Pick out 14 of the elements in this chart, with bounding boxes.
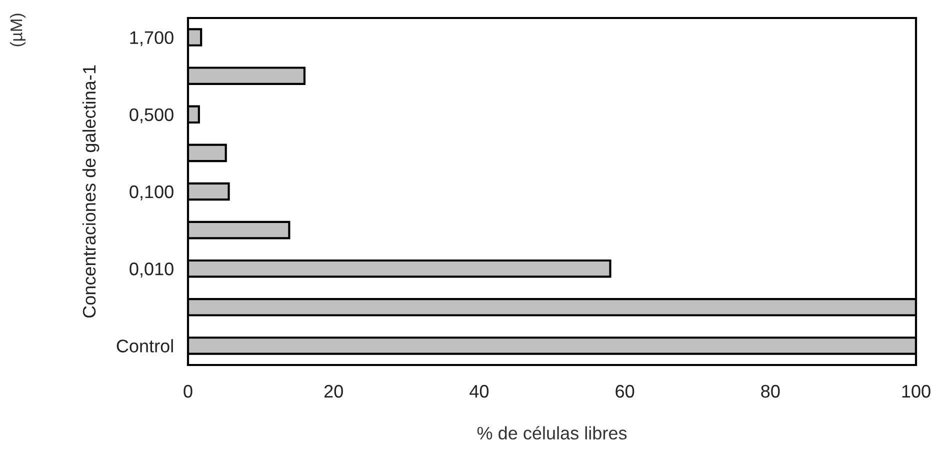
- x-tick-label: 0: [184, 384, 192, 398]
- x-tick-label: 100: [902, 384, 930, 398]
- y-axis-title: Concentraciones de galectina-1: [82, 65, 100, 318]
- x-tick-label: 20: [324, 384, 343, 398]
- x-axis-title: % de células libres: [477, 426, 627, 440]
- x-tick-label: 80: [761, 384, 780, 398]
- text: (µM): [10, 14, 26, 46]
- y-tick-label: 0,010: [130, 262, 174, 278]
- y-tick-label: Control: [116, 339, 173, 352]
- y-tick-label: 1,700: [130, 31, 174, 46]
- y-tick-label: 0,500: [130, 108, 174, 124]
- x-tick-label: 40: [470, 384, 489, 398]
- x-tick-label: 60: [616, 384, 634, 398]
- y-tick-label: 0,100: [130, 185, 174, 200]
